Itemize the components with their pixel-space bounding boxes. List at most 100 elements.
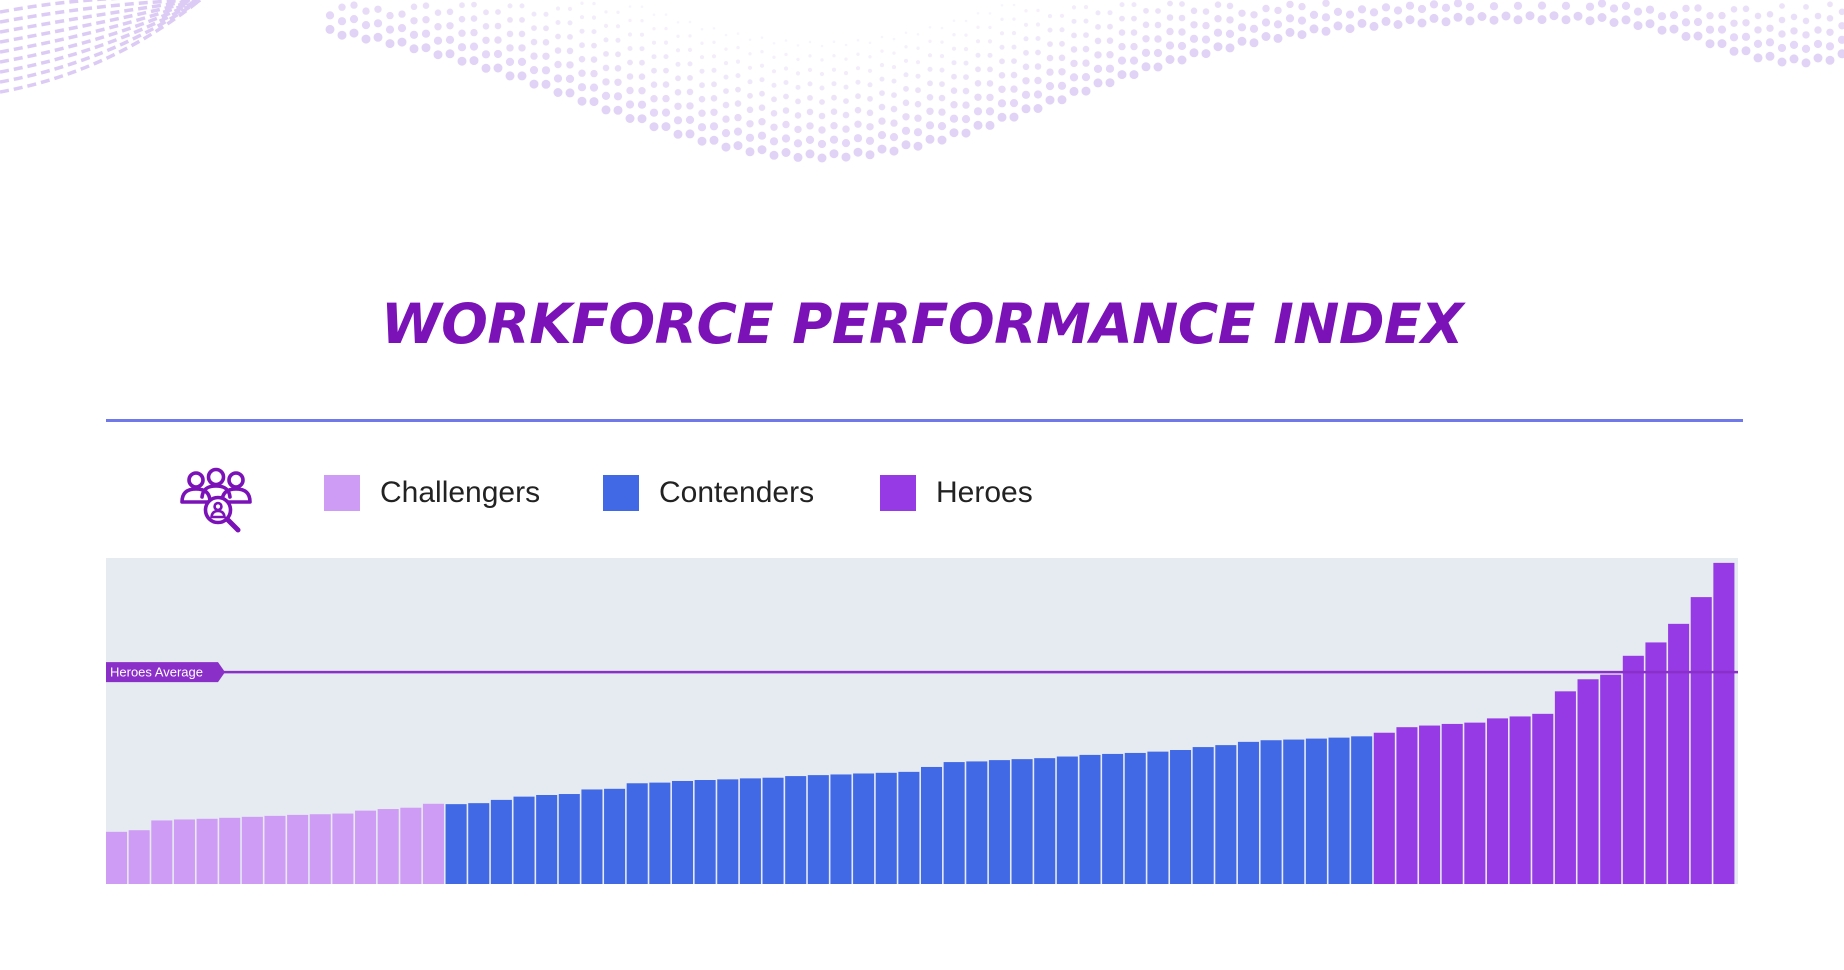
decoration-dot: [433, 36, 443, 45]
decoration-dot: [1489, 2, 1499, 11]
decoration-dot: [841, 152, 851, 162]
decoration-dot: [1393, 6, 1403, 15]
decoration-dot: [325, 11, 335, 20]
decoration-dot: [782, 120, 790, 129]
decoration-dot: [1009, 112, 1019, 122]
bar-contenders-52: [1283, 739, 1305, 884]
decoration-dot: [927, 66, 933, 72]
decoration-dot: [902, 113, 910, 121]
decoration-dot: [759, 90, 765, 97]
decoration-dot: [976, 25, 980, 29]
decoration-dot: [591, 42, 597, 49]
decoration-dot: [1837, 49, 1844, 59]
decoration-dot: [1094, 37, 1102, 45]
decoration-dot: [1441, 3, 1451, 12]
decoration-dot: [1071, 32, 1077, 39]
decoration-dot: [831, 67, 837, 72]
decoration-dot: [541, 79, 551, 89]
decoration-dot: [649, 108, 659, 117]
decoration-dot: [951, 60, 957, 66]
decoration-dot: [1000, 17, 1004, 21]
bar-contenders-53: [1305, 738, 1327, 884]
decoration-dot: [1238, 9, 1246, 17]
decoration-dot: [685, 129, 695, 139]
decoration-dot: [901, 140, 911, 150]
decoration-dot: [616, 10, 620, 14]
decoration-dot: [1465, 16, 1475, 26]
decoration-dot: [578, 69, 586, 77]
decoration-dot: [1766, 11, 1774, 18]
decoration-dot: [628, 5, 632, 8]
decoration-dot: [1549, 11, 1559, 21]
decoration-dot: [1789, 54, 1799, 64]
decoration-dot: [1573, 11, 1583, 21]
decoration-dot: [973, 107, 983, 116]
decoration-dot: [1729, 33, 1739, 42]
decoration-dot: [639, 59, 645, 66]
bar-heroes-62: [1509, 716, 1531, 884]
decoration-dot: [688, 20, 692, 24]
decoration-dot: [1021, 90, 1031, 99]
decoration-dot: [985, 120, 995, 130]
decoration-dot: [867, 82, 873, 88]
decoration-dot: [410, 17, 418, 25]
decoration-dot: [1754, 12, 1762, 20]
decoration-dot: [819, 99, 825, 105]
decoration-dot: [1154, 21, 1162, 29]
decoration-dot: [458, 15, 466, 23]
decoration-dot: [855, 93, 861, 100]
decoration-dot: [1273, 33, 1283, 43]
decoration-dot: [483, 9, 489, 16]
decoration-dot: [913, 128, 923, 137]
decoration-dot: [736, 45, 740, 50]
decoration-dot: [649, 122, 659, 132]
decoration-dot: [1165, 55, 1175, 64]
decoration-dot: [1381, 3, 1391, 12]
decoration-dot: [1225, 43, 1235, 53]
decoration-dot: [904, 45, 908, 49]
decoration-dot: [783, 80, 789, 85]
decoration-dot: [1453, 12, 1463, 22]
decoration-dot: [1741, 46, 1751, 56]
decoration-dot: [613, 105, 623, 115]
decoration-dot: [903, 72, 909, 78]
decoration-dot: [639, 32, 645, 37]
decoration-dot: [1190, 7, 1198, 15]
decoration-dot: [950, 87, 958, 94]
decoration-dot: [531, 11, 537, 17]
bar-contenders-26: [694, 780, 716, 884]
decoration-dot: [661, 122, 671, 132]
decoration-dot: [361, 34, 371, 44]
decoration-dot: [1035, 22, 1041, 27]
heroes-average-label: Heroes Average: [110, 665, 203, 680]
decoration-dot: [758, 118, 766, 126]
decoration-dot: [1177, 41, 1187, 51]
decoration-dot: [1778, 30, 1786, 38]
decoration-dot: [458, 29, 466, 37]
decoration-dot: [422, 16, 430, 24]
decoration-dot: [1153, 48, 1163, 58]
decoration-dot: [542, 52, 550, 60]
decoration-dot: [784, 39, 788, 42]
decoration-dot: [494, 36, 502, 44]
decoration-dot: [1609, 18, 1619, 27]
decoration-dot: [1119, 2, 1125, 8]
legend-swatch-contenders: [603, 475, 639, 511]
decoration-dot: [397, 24, 407, 33]
decoration-dot: [421, 43, 431, 53]
decoration-dot: [445, 49, 455, 59]
bar-challengers-5: [219, 817, 241, 884]
decoration-dot: [1093, 78, 1103, 88]
decoration-dot: [1189, 48, 1199, 58]
decoration-dot: [769, 150, 779, 160]
decoration-dot: [482, 36, 490, 44]
decoration-dot: [652, 27, 656, 31]
decoration-dot: [832, 40, 836, 43]
decoration-dot: [1393, 20, 1403, 29]
decoration-dot: [1201, 35, 1211, 44]
decoration-dot: [830, 122, 838, 130]
decoration-dot: [1226, 2, 1234, 10]
decoration-dot: [421, 29, 431, 38]
decoration-dot: [724, 33, 728, 37]
decoration-dot: [580, 1, 584, 5]
